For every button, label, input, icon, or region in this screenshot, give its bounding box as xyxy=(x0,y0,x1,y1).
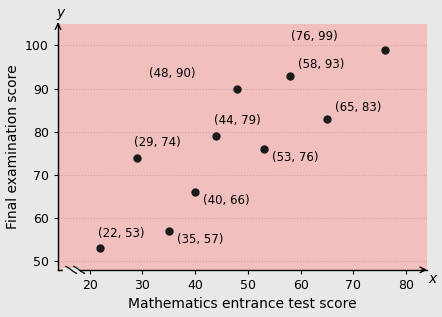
Text: (48, 90): (48, 90) xyxy=(149,67,195,80)
Text: (53, 76): (53, 76) xyxy=(272,151,318,164)
Text: (40, 66): (40, 66) xyxy=(203,194,250,207)
Text: (58, 93): (58, 93) xyxy=(298,58,344,71)
Text: (22, 53): (22, 53) xyxy=(98,227,144,240)
Text: (76, 99): (76, 99) xyxy=(291,30,338,43)
Text: (44, 79): (44, 79) xyxy=(213,114,260,127)
Text: (65, 83): (65, 83) xyxy=(335,101,381,114)
X-axis label: Mathematics entrance test score: Mathematics entrance test score xyxy=(128,297,357,311)
Y-axis label: Final examination score: Final examination score xyxy=(6,65,19,229)
Text: (35, 57): (35, 57) xyxy=(177,233,223,246)
Text: y: y xyxy=(57,5,65,20)
Text: (29, 74): (29, 74) xyxy=(134,136,181,149)
Text: x: x xyxy=(428,272,437,286)
